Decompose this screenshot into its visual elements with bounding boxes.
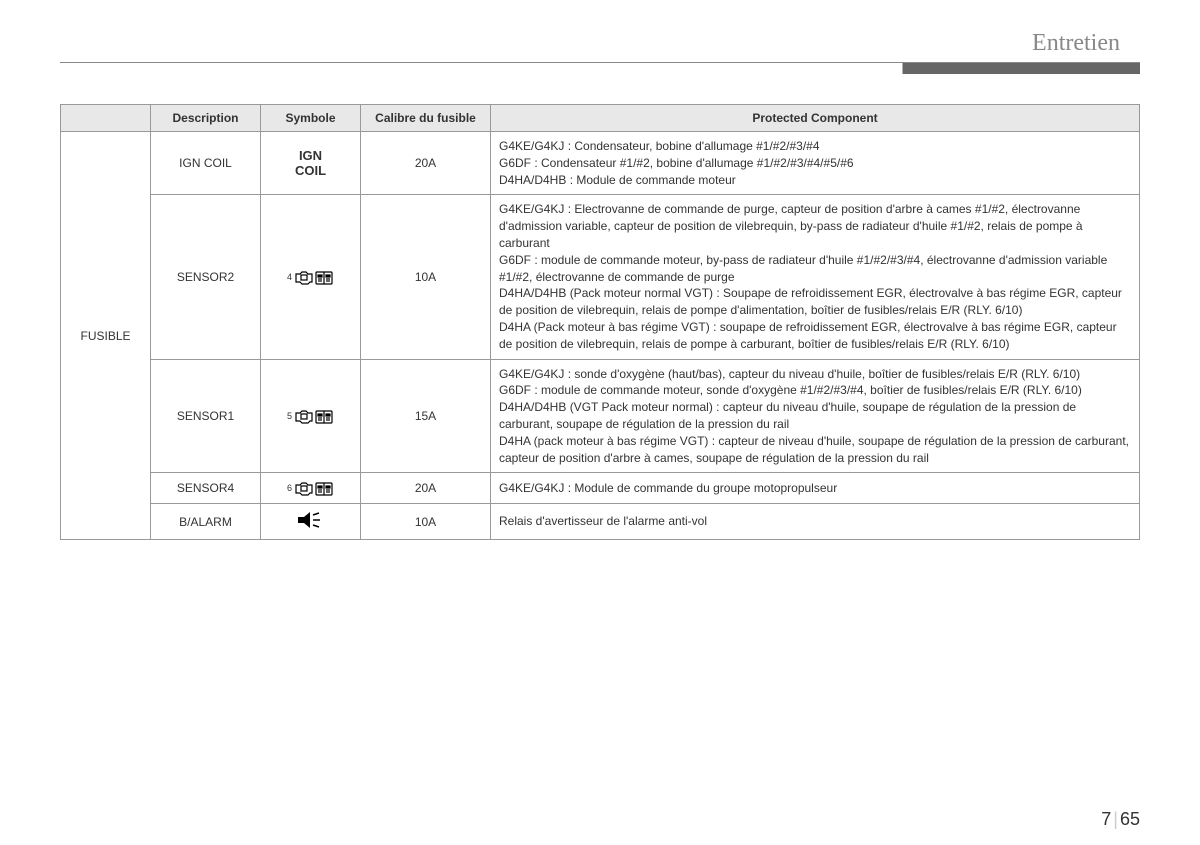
description-cell: SENSOR2 [151,195,261,359]
chapter-number: 7 [1101,809,1111,829]
col-blank [61,105,151,132]
page-header: Entretien [60,30,1140,74]
col-calibre: Calibre du fusible [361,105,491,132]
category-cell: FUSIBLE [61,132,151,540]
symbol-cell: 5 [261,359,361,473]
page-number: 65 [1120,809,1140,829]
calibre-cell: 10A [361,195,491,359]
symbol-text: IGNCOIL [269,148,352,179]
component-cell: G4KE/G4KJ : sonde d'oxygène (haut/bas), … [491,359,1140,473]
description-cell: SENSOR1 [151,359,261,473]
speaker-icon [296,510,326,533]
page-footer: 7|65 [1101,809,1140,830]
calibre-cell: 15A [361,359,491,473]
symbol-cell: 6 [261,473,361,504]
engine-book-icon: 6 [287,479,334,497]
component-cell: G4KE/G4KJ : Electrovanne de commande de … [491,195,1140,359]
table-row: SENSOR1 5 15AG4KE/G4KJ : sonde d'oxygène (… [61,359,1140,473]
col-protected: Protected Component [491,105,1140,132]
table-row: FUSIBLEIGN COILIGNCOIL20AG4KE/G4KJ : Con… [61,132,1140,195]
col-symbole: Symbole [261,105,361,132]
table-row: B/ALARM 10ARelais d'avertisseur de l'alar… [61,504,1140,540]
section-title: Entretien [1032,30,1140,56]
table-header-row: Description Symbole Calibre du fusible P… [61,105,1140,132]
page-separator: | [1113,809,1118,829]
table-row: SENSOR4 6 20AG4KE/G4KJ : Module de command… [61,473,1140,504]
engine-book-icon: 5 [287,407,334,425]
description-cell: B/ALARM [151,504,261,540]
table-row: SENSOR2 4 10AG4KE/G4KJ : Electrovanne de c… [61,195,1140,359]
fuse-table: Description Symbole Calibre du fusible P… [60,104,1140,540]
calibre-cell: 10A [361,504,491,540]
component-cell: G4KE/G4KJ : Condensateur, bobine d'allum… [491,132,1140,195]
header-rule [60,62,1140,74]
engine-book-icon: 4 [287,268,334,286]
calibre-cell: 20A [361,473,491,504]
description-cell: SENSOR4 [151,473,261,504]
col-description: Description [151,105,261,132]
component-cell: G4KE/G4KJ : Module de commande du groupe… [491,473,1140,504]
symbol-cell: 4 [261,195,361,359]
component-cell: Relais d'avertisseur de l'alarme anti-vo… [491,504,1140,540]
symbol-cell [261,504,361,540]
calibre-cell: 20A [361,132,491,195]
description-cell: IGN COIL [151,132,261,195]
symbol-cell: IGNCOIL [261,132,361,195]
